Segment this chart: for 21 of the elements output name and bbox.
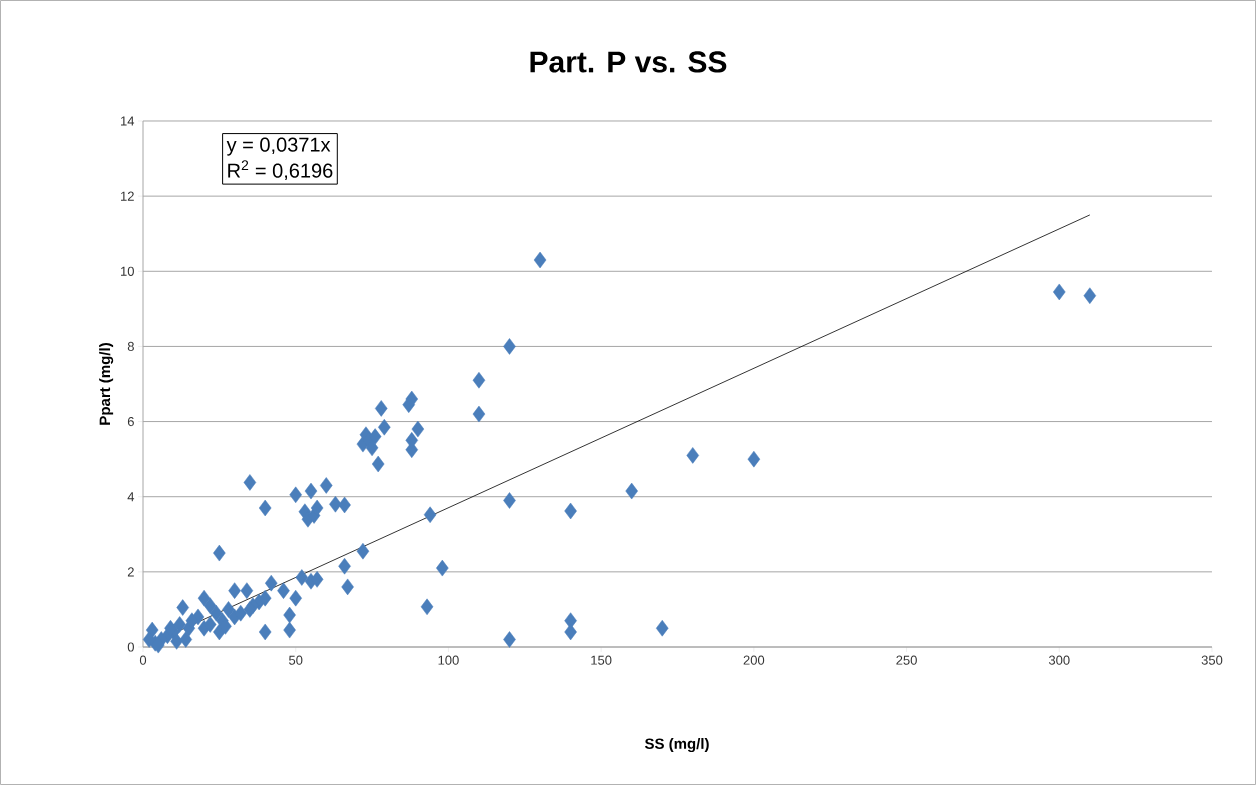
y-tick-label: 10	[121, 266, 134, 276]
y-tick-label: 14	[121, 116, 135, 126]
x-axis-title: SS (mg/l)	[644, 737, 709, 753]
x-tick-label: 150	[591, 655, 612, 665]
x-tick-label: 350	[1201, 655, 1223, 665]
y-tick-label: 8	[127, 341, 134, 352]
y-axis-title: Ppart (mg/l)	[99, 343, 114, 425]
x-tick-label: 200	[743, 655, 765, 665]
x-tick-label: 50	[289, 655, 303, 665]
x-tick-label: 250	[896, 655, 917, 665]
annotation: y = 0,0371x	[226, 137, 331, 156]
y-tick-label: 12	[121, 191, 134, 201]
y-tick-label: 2	[127, 567, 134, 577]
annotation: R$^{2}$ = 0,6196	[228, 160, 333, 181]
x-tick-label: 100	[438, 655, 459, 665]
x-tick-label: 300	[1048, 655, 1070, 665]
y-tick-label: 0	[127, 642, 134, 652]
x-tick-label: 0	[139, 655, 147, 665]
chart-title: Part. P vs. SS	[530, 51, 727, 73]
y-tick-label: 6	[127, 416, 134, 427]
y-tick-label: 4	[127, 492, 135, 502]
